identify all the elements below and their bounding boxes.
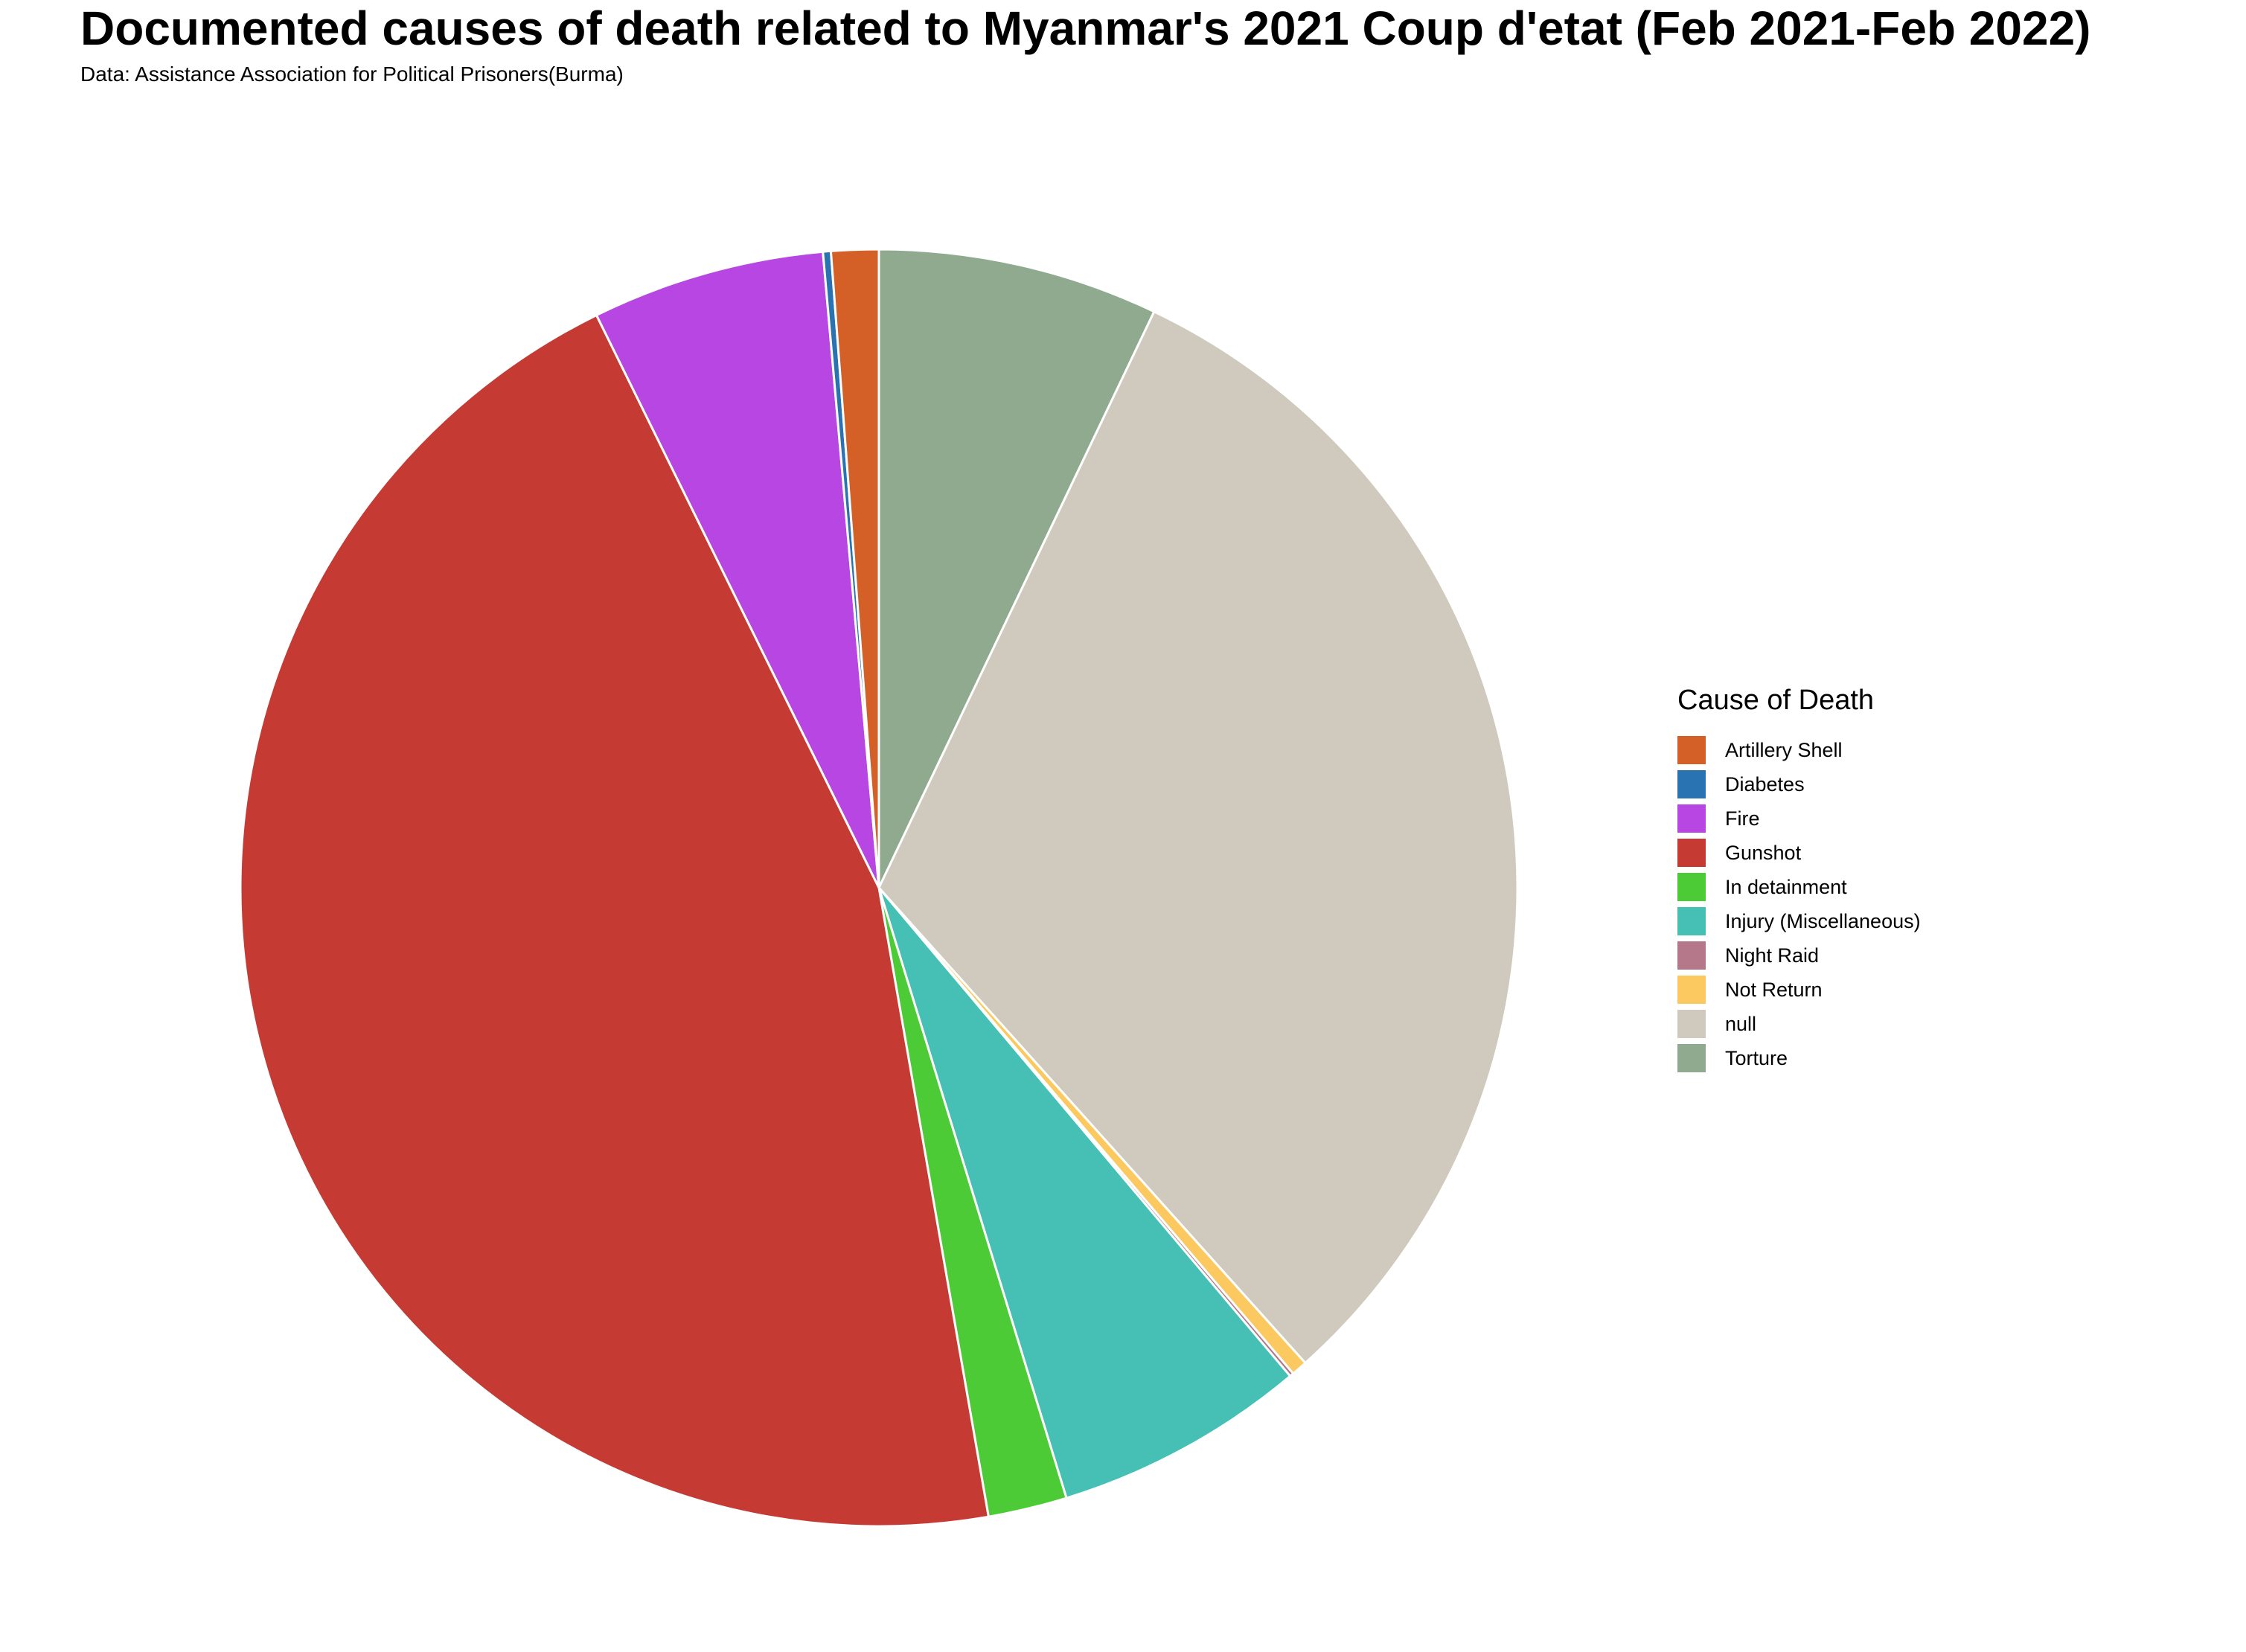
legend-swatch xyxy=(1677,1044,1706,1072)
legend-item-injury-miscellaneous: Injury (Miscellaneous) xyxy=(1677,904,1921,938)
legend-swatch xyxy=(1677,907,1706,935)
legend-item-null: null xyxy=(1677,1007,1921,1041)
chart-subtitle: Data: Assistance Association for Politic… xyxy=(80,63,624,86)
legend-label: Gunshot xyxy=(1725,841,1802,864)
legend: Cause of Death Artillery Shell Diabetes Fi… xyxy=(1677,685,1921,1075)
legend-label: Fire xyxy=(1725,807,1760,830)
legend-item-torture: Torture xyxy=(1677,1041,1921,1075)
legend-swatch xyxy=(1677,1010,1706,1038)
legend-item-diabetes: Diabetes xyxy=(1677,767,1921,801)
legend-item-fire: Fire xyxy=(1677,801,1921,836)
legend-item-in-detainment: In detainment xyxy=(1677,870,1921,904)
legend-swatch xyxy=(1677,839,1706,867)
legend-swatch xyxy=(1677,941,1706,970)
legend-swatch xyxy=(1677,736,1706,764)
legend-label: Injury (Miscellaneous) xyxy=(1725,909,1921,932)
legend-swatch xyxy=(1677,873,1706,901)
legend-swatch xyxy=(1677,804,1706,833)
legend-label: Not Return xyxy=(1725,978,1823,1001)
pie-slice-injury-miscellaneous xyxy=(877,887,1292,1500)
pie-slice-torture xyxy=(877,248,1156,889)
legend-swatch xyxy=(1677,976,1706,1004)
legend-items: Artillery Shell Diabetes Fire Gunshot In det… xyxy=(1677,733,1921,1075)
legend-swatch xyxy=(1677,770,1706,798)
legend-label: Torture xyxy=(1725,1046,1788,1069)
pie-slice-null xyxy=(877,310,1519,1365)
pie-slice-fire xyxy=(595,250,880,889)
legend-title: Cause of Death xyxy=(1677,685,1875,716)
pie-slice-artillery-shell xyxy=(829,248,880,889)
legend-label: In detainment xyxy=(1725,875,1847,898)
legend-item-night-raid: Night Raid xyxy=(1677,938,1921,973)
chart-title: Documented causes of death related to My… xyxy=(80,1,2091,55)
legend-label: Artillery Shell xyxy=(1725,738,1843,761)
legend-item-artillery-shell: Artillery Shell xyxy=(1677,733,1921,767)
legend-label: null xyxy=(1725,1012,1757,1035)
legend-item-not-return: Not Return xyxy=(1677,973,1921,1007)
legend-label: Night Raid xyxy=(1725,944,1820,967)
legend-item-gunshot: Gunshot xyxy=(1677,836,1921,870)
legend-label: Diabetes xyxy=(1725,772,1805,795)
pie-slice-gunshot xyxy=(239,313,991,1528)
